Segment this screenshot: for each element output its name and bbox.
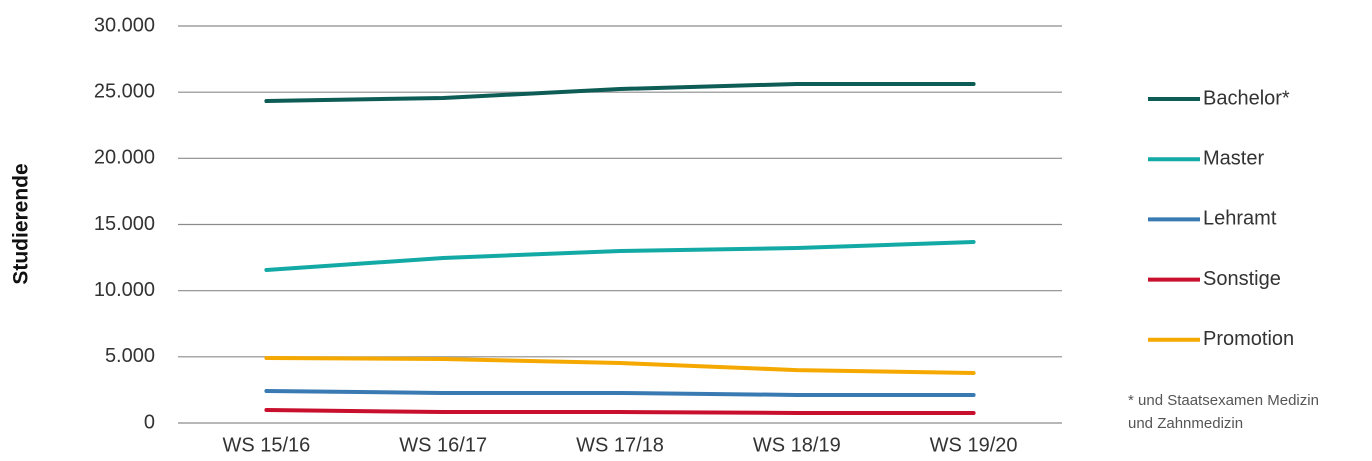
y-tick-label: 15.000 [94,213,155,235]
x-tick-label: WS 17/18 [576,434,664,456]
series-line [264,356,976,375]
y-tick-label: 30.000 [94,14,155,36]
x-tick-label: WS 19/20 [930,434,1018,456]
series-line [264,388,976,397]
y-tick-label: 5.000 [105,345,155,367]
y-tick-label: 25.000 [94,80,155,102]
footnote: * und Staatsexamen Medizin [1128,392,1319,409]
x-tick-label: WS 18/19 [753,434,841,456]
series-line [264,239,976,273]
y-tick-label: 0 [144,411,155,433]
x-tick-label: WS 16/17 [399,434,487,456]
y-tick-label: 20.000 [94,147,155,169]
x-tick-label: WS 15/16 [222,434,310,456]
legend-label: Master [1203,147,1264,169]
y-axis-label: Studierende [10,163,33,284]
footnote: und Zahnmedizin [1128,415,1243,432]
series-line [264,408,976,415]
legend-label: Promotion [1203,328,1294,350]
legend-label: Lehramt [1203,208,1277,230]
series-line [264,81,976,104]
y-tick-label: 10.000 [94,279,155,301]
legend-label: Bachelor* [1203,87,1290,109]
legend-label: Sonstige [1203,268,1281,290]
